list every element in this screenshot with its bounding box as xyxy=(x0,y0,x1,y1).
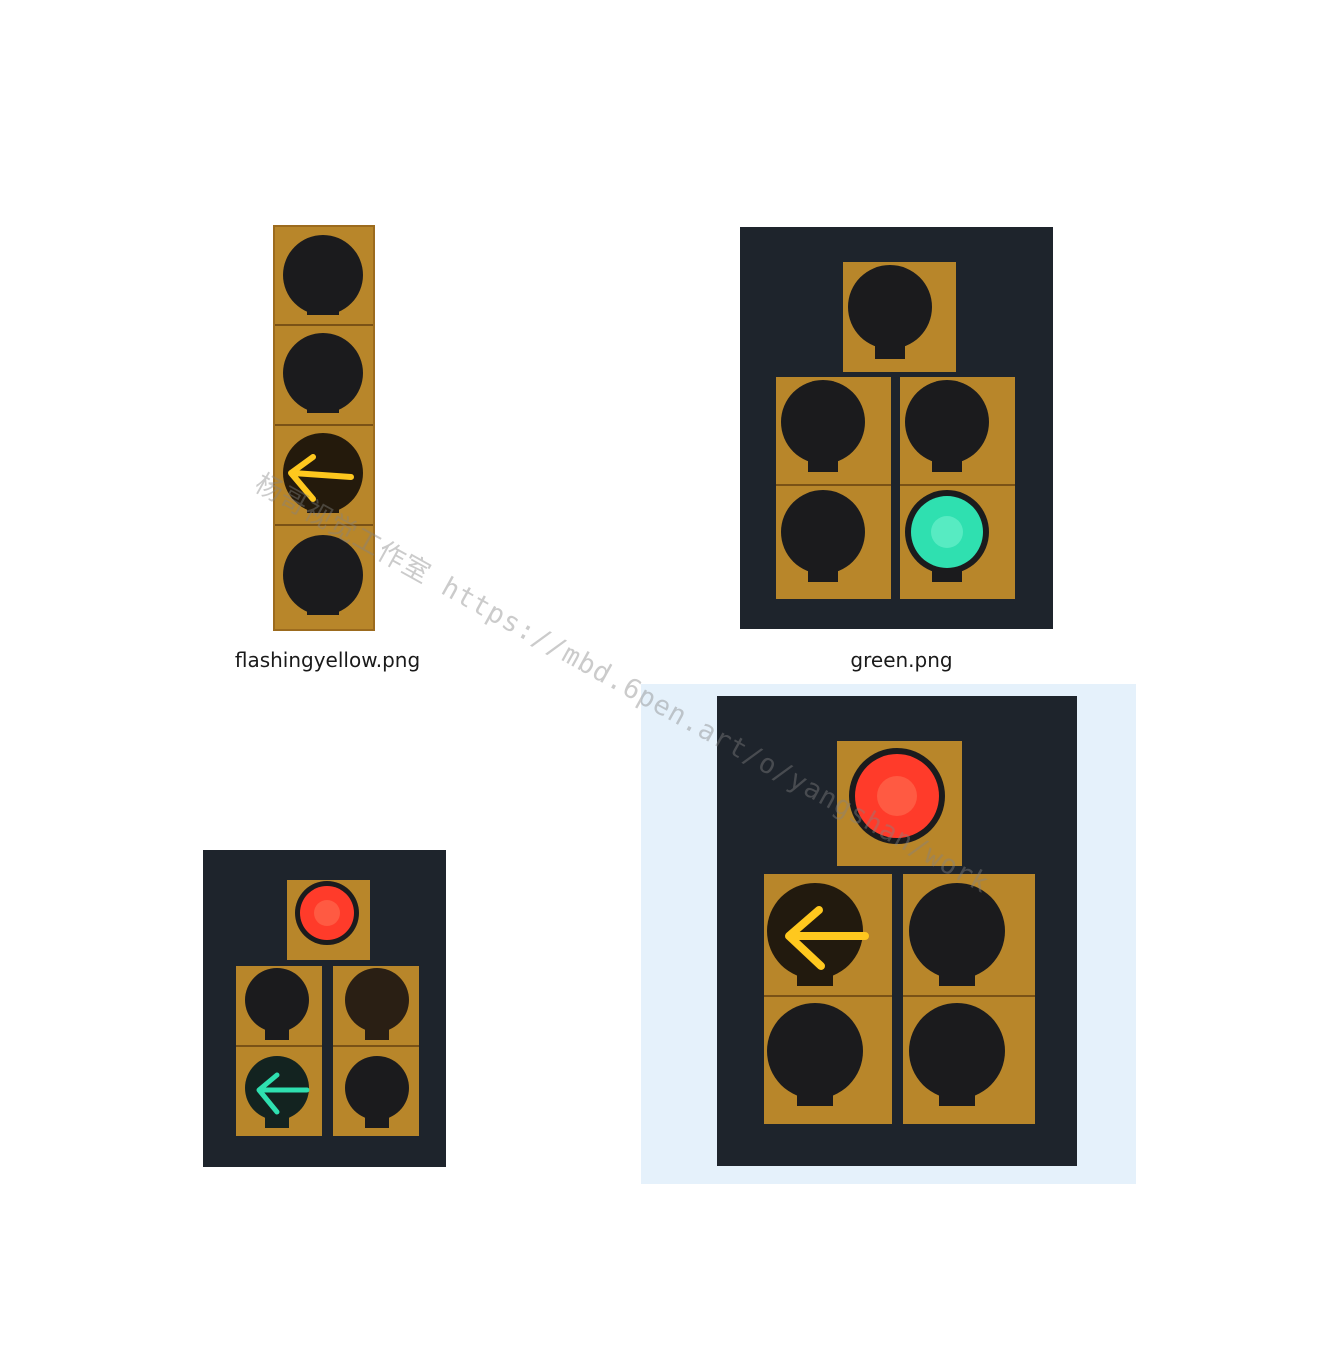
traffic-light-icon xyxy=(717,696,1077,1166)
file-item-flashingyellow[interactable]: flashingyellow.png xyxy=(220,220,435,680)
traffic-light-icon xyxy=(273,225,375,631)
file-name-label: flashingyellow.png xyxy=(234,648,421,672)
file-name-label: green.png xyxy=(850,648,953,672)
file-item-red-green-arrow[interactable] xyxy=(195,845,455,1175)
image-thumbnail xyxy=(203,850,446,1167)
image-thumbnail xyxy=(273,225,375,631)
file-item-green[interactable]: green.png xyxy=(730,220,1065,680)
traffic-light-icon xyxy=(203,850,446,1167)
file-item-red-yellow-arrow[interactable] xyxy=(641,684,1136,1184)
traffic-light-icon xyxy=(740,227,1053,629)
image-thumbnail xyxy=(717,696,1077,1166)
image-thumbnail xyxy=(740,227,1053,629)
